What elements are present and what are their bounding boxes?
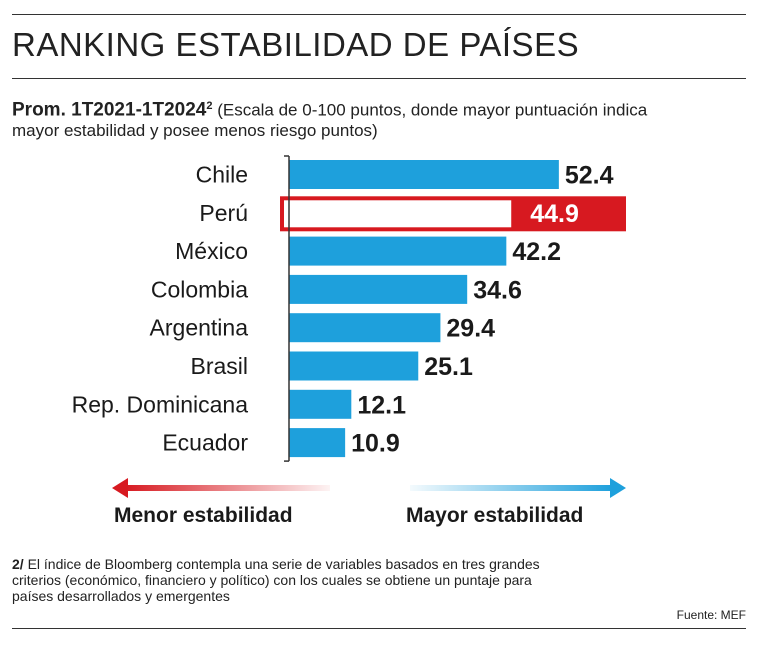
bar-chile [289,160,559,189]
bar-mexico [289,236,507,266]
mayor-estabilidad-arrow-band [410,485,612,491]
footnote: 2/ El índice de Bloomberg contempla una … [12,556,572,604]
value-label-peru: 44.9 [530,200,579,228]
value-label-colombia: 34.6 [473,276,522,304]
bar-ecuador [289,428,346,458]
chart-subtitle: Prom. 1T2021-1T20242 (Escala de 0-100 pu… [12,96,652,141]
value-label-ecuador: 10.9 [351,430,400,458]
value-label-argentina: 29.4 [446,315,495,343]
legend-menor-estabilidad: Menor estabilidad [114,504,293,527]
title-rule [12,78,746,79]
value-label-rep-dominicana: 12.1 [357,391,406,419]
footnote-text: El índice de Bloomberg contempla una ser… [12,556,540,604]
bar-argentina [289,313,441,343]
category-label-chile: Chile [196,162,248,188]
menor-estabilidad-arrow-band [124,485,330,491]
legend-mayor-estabilidad: Mayor estabilidad [406,504,584,527]
category-label-rep-dominicana: Rep. Dominicana [72,391,249,417]
bar-rep-dominicana [289,389,352,419]
category-label-peru: Perú [199,200,248,226]
category-label-brasil: Brasil [190,353,248,379]
subtitle-period: Prom. 1T2021-1T2024 [12,99,207,121]
bar-colombia [289,274,468,304]
top-rule [12,14,746,15]
value-label-mexico: 42.2 [512,238,561,266]
value-label-chile: 52.4 [565,162,614,190]
bar-brasil [289,351,419,381]
stability-legend [112,478,626,498]
subtitle-footnote-mark: 2 [206,100,213,112]
category-label-mexico: México [175,238,248,264]
category-label-ecuador: Ecuador [162,430,248,456]
category-label-argentina: Argentina [150,315,249,341]
category-label-colombia: Colombia [151,276,248,302]
right-arrow-head [610,478,626,498]
footnote-number: 2/ [12,556,24,572]
bottom-rule [12,628,746,629]
left-arrow-head [112,478,128,498]
value-label-brasil: 25.1 [424,353,473,381]
source-credit: Fuente: MEF [676,608,746,622]
chart-title: RANKING ESTABILIDAD DE PAÍSES [12,26,580,63]
bar-peru [284,200,512,228]
subtitle-scale-note: (Escala de 0-100 puntos, donde mayor pun… [12,100,648,140]
